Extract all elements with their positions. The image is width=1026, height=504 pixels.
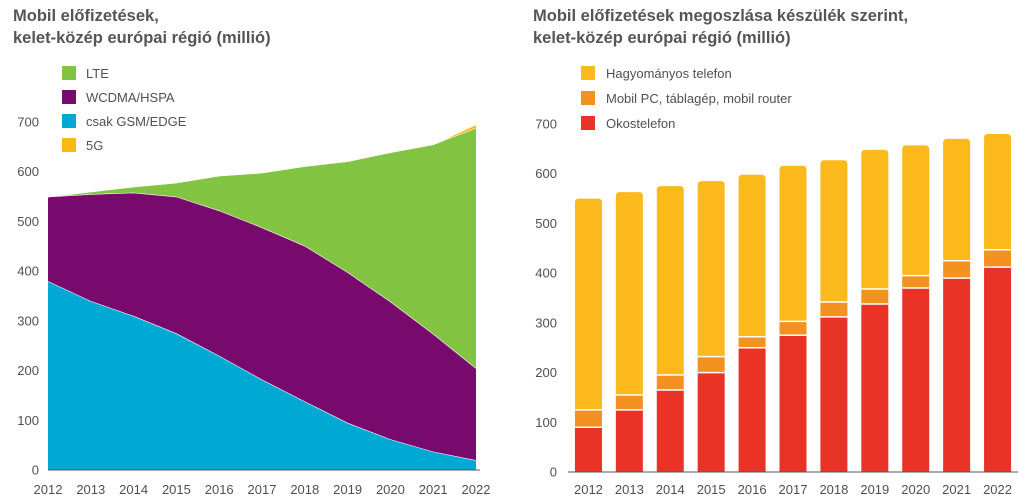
bar-hagyom-nyos-telefon <box>738 174 766 337</box>
left-x-tick-label: 2020 <box>376 482 405 497</box>
left-legend-label-csak-gsm-edge: csak GSM/EDGE <box>86 114 187 129</box>
right-y-tick-label: 500 <box>535 216 557 231</box>
left-legend-swatch-lte <box>62 66 76 80</box>
bar-mobil-pc-t-blag-p-mobil-router <box>902 275 930 289</box>
bar-mobil-pc-t-blag-p-mobil-router <box>697 356 725 373</box>
bar-mobil-pc-t-blag-p-mobil-router <box>861 289 889 304</box>
bar-okostelefon <box>820 316 848 472</box>
left-x-tick-label: 2017 <box>248 482 277 497</box>
area-csak-gsm-edge <box>48 281 476 470</box>
right-x-tick-label: 2018 <box>819 482 848 497</box>
bar-mobil-pc-t-blag-p-mobil-router <box>943 260 971 279</box>
left-y-tick-label: 700 <box>17 115 39 130</box>
bar-hagyom-nyos-telefon <box>615 192 643 395</box>
right-y-tick-label: 200 <box>535 365 557 380</box>
right-x-tick-label: 2022 <box>983 482 1012 497</box>
left-x-tick-label: 2012 <box>34 482 63 497</box>
bar-okostelefon <box>574 427 602 472</box>
right-x-tick-label: 2016 <box>738 482 767 497</box>
left-legend-swatch-wcdma-hspa <box>62 90 76 104</box>
right-chart-title-line-2: kelet-közép európai régió (millió) <box>533 29 791 47</box>
bar-hagyom-nyos-telefon <box>656 186 684 376</box>
bar-mobil-pc-t-blag-p-mobil-router <box>820 301 848 317</box>
left-y-tick-label: 200 <box>17 363 39 378</box>
left-x-tick-label: 2015 <box>162 482 191 497</box>
right-x-tick-label: 2017 <box>779 482 808 497</box>
right-legend-label-okostelefon: Okostelefon <box>606 116 675 131</box>
bar-okostelefon <box>697 372 725 472</box>
bar-okostelefon <box>656 389 684 472</box>
right-y-tick-label: 300 <box>535 315 557 330</box>
bar-mobil-pc-t-blag-p-mobil-router <box>738 336 766 348</box>
bar-okostelefon <box>984 267 1012 472</box>
bar-mobil-pc-t-blag-p-mobil-router <box>656 375 684 390</box>
right-x-tick-label: 2015 <box>697 482 726 497</box>
right-y-tick-label: 100 <box>535 415 557 430</box>
area-wcdma-hspa <box>48 192 476 461</box>
bar-okostelefon <box>943 278 971 472</box>
bar-okostelefon <box>861 303 889 472</box>
left-y-tick-label: 0 <box>32 463 39 478</box>
bar-hagyom-nyos-telefon <box>697 181 725 357</box>
left-chart-title-line-2: kelet-közép európai régió (millió) <box>13 29 271 47</box>
bar-okostelefon <box>615 409 643 472</box>
left-x-tick-label: 2022 <box>462 482 491 497</box>
left-y-tick-label: 500 <box>17 214 39 229</box>
left-chart-title-line-1: Mobil előfizetések, <box>13 7 159 25</box>
left-legend-label-lte: LTE <box>86 66 109 81</box>
right-legend-swatch-okostelefon <box>581 116 595 130</box>
left-x-tick-label: 2013 <box>76 482 105 497</box>
bar-hagyom-nyos-telefon <box>574 198 602 410</box>
right-y-tick-label: 400 <box>535 266 557 281</box>
left-x-tick-label: 2021 <box>419 482 448 497</box>
right-y-tick-label: 600 <box>535 166 557 181</box>
left-legend-label-5g: 5G <box>86 138 103 153</box>
right-y-tick-label: 0 <box>550 465 557 480</box>
left-x-tick-label: 2019 <box>333 482 362 497</box>
bar-mobil-pc-t-blag-p-mobil-router <box>615 394 643 410</box>
bar-okostelefon <box>779 335 807 472</box>
right-legend-label-mobil-pc-t-blag-p-mobil-router: Mobil PC, táblagép, mobil router <box>606 91 792 106</box>
area-lte <box>48 128 476 369</box>
right-legend-swatch-hagyom-nyos-telefon <box>581 66 595 80</box>
bar-hagyom-nyos-telefon <box>984 133 1012 250</box>
right-x-tick-label: 2013 <box>615 482 644 497</box>
bar-mobil-pc-t-blag-p-mobil-router <box>984 249 1012 268</box>
bar-okostelefon <box>902 288 930 472</box>
left-y-tick-label: 300 <box>17 313 39 328</box>
bar-hagyom-nyos-telefon <box>902 145 930 276</box>
left-chart-title: Mobil előfizetések, kelet-közép európai … <box>13 5 271 49</box>
bar-okostelefon <box>738 347 766 472</box>
right-x-tick-label: 2020 <box>901 482 930 497</box>
right-y-tick-label: 700 <box>535 117 557 132</box>
right-x-tick-label: 2021 <box>942 482 971 497</box>
left-y-tick-label: 400 <box>17 264 39 279</box>
left-x-tick-label: 2018 <box>290 482 319 497</box>
left-y-tick-label: 600 <box>17 164 39 179</box>
right-x-tick-label: 2019 <box>860 482 889 497</box>
left-legend-swatch-csak-gsm-edge <box>62 114 76 128</box>
right-chart-title: Mobil előfizetések megoszlása készülék s… <box>533 5 908 49</box>
area-boundary-5g <box>47 123 477 198</box>
bar-hagyom-nyos-telefon <box>943 138 971 261</box>
left-x-tick-label: 2016 <box>205 482 234 497</box>
left-x-tick-label: 2014 <box>119 482 148 497</box>
bar-hagyom-nyos-telefon <box>820 160 848 302</box>
right-x-tick-label: 2012 <box>574 482 603 497</box>
right-legend-swatch-mobil-pc-t-blag-p-mobil-router <box>581 91 595 105</box>
bar-mobil-pc-t-blag-p-mobil-router <box>574 409 602 428</box>
left-legend-label-wcdma-hspa: WCDMA/HSPA <box>86 90 175 105</box>
bar-hagyom-nyos-telefon <box>861 149 889 290</box>
bar-mobil-pc-t-blag-p-mobil-router <box>779 321 807 336</box>
right-chart-title-line-1: Mobil előfizetések megoszlása készülék s… <box>533 7 909 25</box>
right-legend-label-hagyom-nyos-telefon: Hagyományos telefon <box>606 66 732 81</box>
left-legend-swatch-5g <box>62 138 76 152</box>
bar-hagyom-nyos-telefon <box>779 165 807 322</box>
left-y-tick-label: 100 <box>17 413 39 428</box>
right-x-tick-label: 2014 <box>656 482 685 497</box>
